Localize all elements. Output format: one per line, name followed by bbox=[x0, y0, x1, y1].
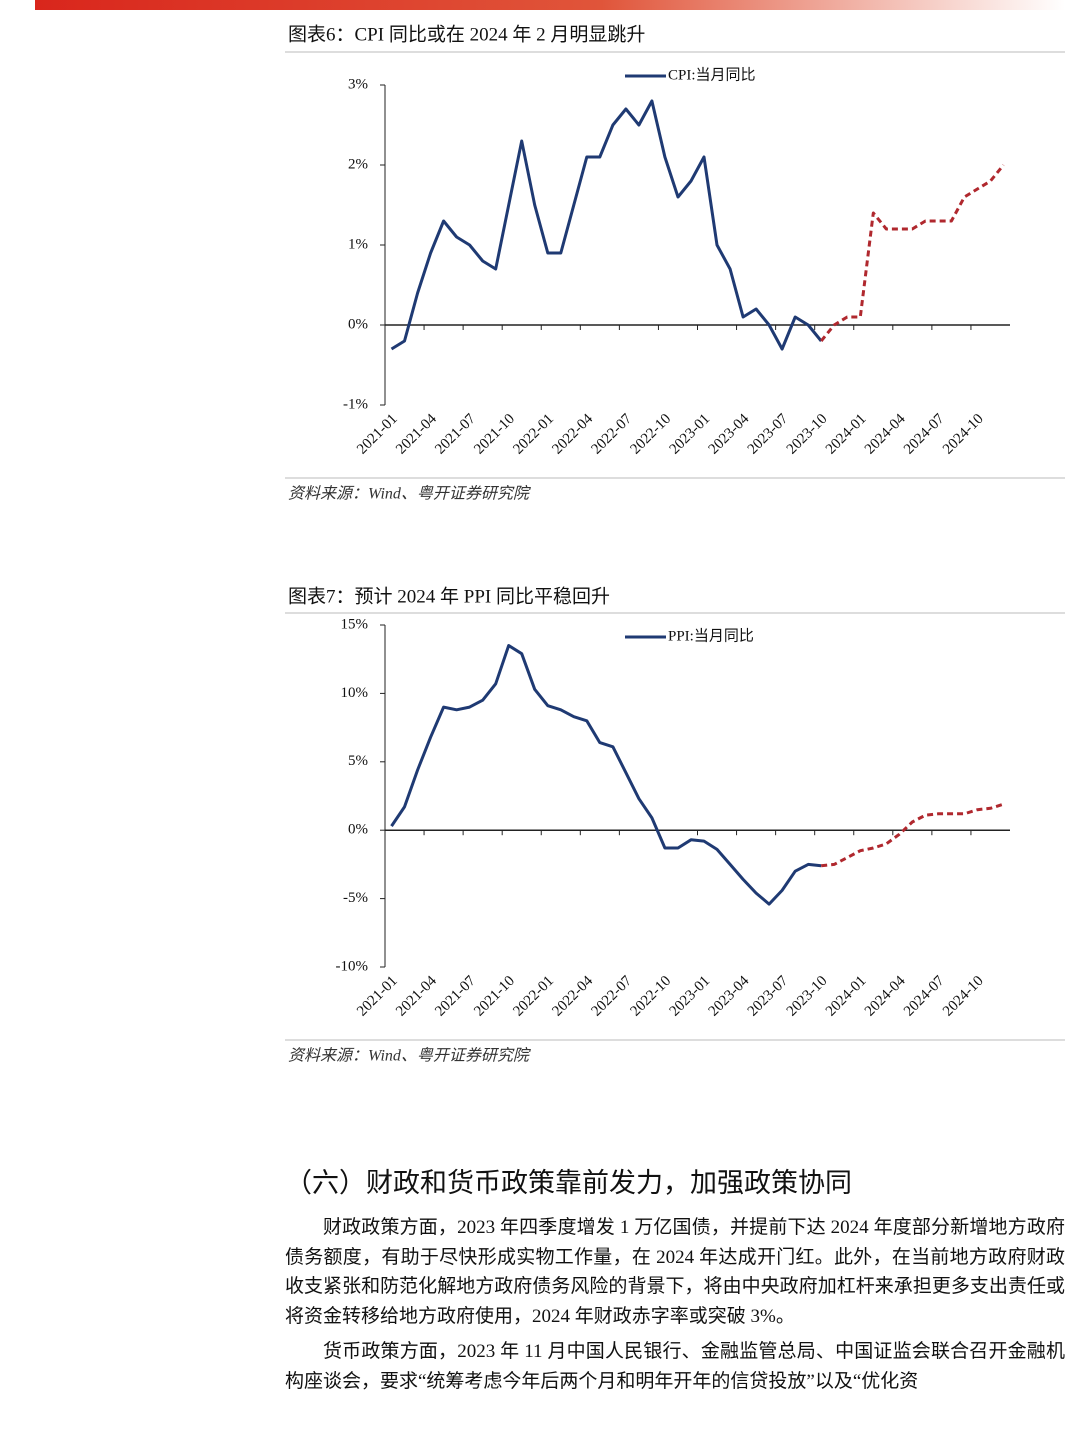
x-tick-label: 2022-10 bbox=[628, 411, 675, 458]
y-tick-label: -1% bbox=[343, 396, 368, 412]
section-heading: （六）财政和货币政策靠前发力，加强政策协同 bbox=[285, 1168, 852, 1198]
x-tick-label: 2024-10 bbox=[940, 411, 987, 458]
x-tick-label: 2021-07 bbox=[432, 973, 479, 1020]
x-tick-label: 2021-04 bbox=[393, 973, 440, 1020]
x-tick-label: 2022-07 bbox=[588, 973, 635, 1020]
x-tick-label: 2023-04 bbox=[706, 411, 753, 458]
x-tick-label: 2024-10 bbox=[940, 973, 987, 1020]
series-line bbox=[820, 164, 1005, 342]
y-tick-label: 15% bbox=[341, 616, 369, 632]
x-tick-label: 2024-07 bbox=[901, 411, 948, 458]
source: 资料来源：Wind、粤开证券研究院 bbox=[288, 1047, 532, 1065]
x-tick-label: 2022-07 bbox=[588, 411, 635, 458]
y-tick-label: -10% bbox=[336, 958, 369, 974]
x-tick-label: 2021-10 bbox=[471, 973, 518, 1020]
x-tick-label: 2022-04 bbox=[549, 411, 596, 458]
source: 资料来源：Wind、粤开证券研究院 bbox=[288, 485, 532, 503]
x-tick-label: 2021-01 bbox=[354, 411, 401, 458]
paragraph: 财政政策方面，2023 年四季度增发 1 万亿国债，并提前下达 2024 年度部… bbox=[285, 1217, 1065, 1327]
y-tick-label: 10% bbox=[341, 685, 369, 701]
header-bar bbox=[35, 0, 1065, 10]
x-tick-label: 2023-01 bbox=[667, 411, 714, 458]
x-tick-label: 2022-04 bbox=[549, 973, 596, 1020]
x-tick-label: 2021-01 bbox=[354, 973, 401, 1020]
x-tick-label: 2023-10 bbox=[784, 411, 831, 458]
x-tick-label: 2024-04 bbox=[862, 973, 909, 1020]
y-tick-label: 0% bbox=[348, 822, 368, 838]
x-tick-label: 2023-07 bbox=[745, 411, 792, 458]
x-tick-label: 2023-07 bbox=[745, 973, 792, 1020]
x-tick-label: 2023-01 bbox=[667, 973, 714, 1020]
series-line bbox=[821, 802, 1004, 868]
x-tick-label: 2024-01 bbox=[823, 411, 870, 458]
section: （六）财政和货币政策靠前发力，加强政策协同 财政政策方面，2023 年四季度增发… bbox=[285, 1163, 1065, 1402]
series-line bbox=[390, 99, 823, 351]
chart-title: 图表7：预计 2024 年 PPI 同比平稳回升 bbox=[288, 585, 610, 607]
x-tick-label: 2024-07 bbox=[901, 973, 948, 1020]
y-tick-label: 3% bbox=[348, 76, 368, 92]
x-tick-label: 2023-10 bbox=[784, 973, 831, 1020]
x-tick-label: 2021-04 bbox=[393, 411, 440, 458]
x-tick-label: 2021-07 bbox=[432, 411, 479, 458]
x-tick-label: 2024-04 bbox=[862, 411, 909, 458]
charts: 图表6：CPI 同比或在 2024 年 2 月明显跳升资料来源：Wind、粤开证… bbox=[285, 23, 1065, 1065]
y-tick-label: 2% bbox=[348, 156, 368, 172]
x-tick-label: 2024-01 bbox=[823, 973, 870, 1020]
x-tick-label: 2023-04 bbox=[706, 973, 753, 1020]
y-tick-label: 5% bbox=[348, 753, 368, 769]
y-tick-label: -5% bbox=[343, 890, 368, 906]
legend-label: CPI:当月同比 bbox=[668, 66, 756, 83]
chart-title: 图表6：CPI 同比或在 2024 年 2 月明显跳升 bbox=[288, 23, 645, 45]
series-line bbox=[390, 644, 822, 906]
y-tick-label: 0% bbox=[348, 316, 368, 332]
legend-label: PPI:当月同比 bbox=[668, 627, 754, 644]
x-tick-label: 2022-10 bbox=[628, 973, 675, 1020]
x-tick-label: 2021-10 bbox=[471, 411, 518, 458]
paragraph: 货币政策方面，2023 年 11 月中国人民银行、金融监管总局、中国证监会联合召… bbox=[285, 1341, 1065, 1392]
x-tick-label: 2022-01 bbox=[510, 973, 557, 1020]
y-tick-label: 1% bbox=[348, 236, 368, 252]
x-tick-label: 2022-01 bbox=[510, 411, 557, 458]
